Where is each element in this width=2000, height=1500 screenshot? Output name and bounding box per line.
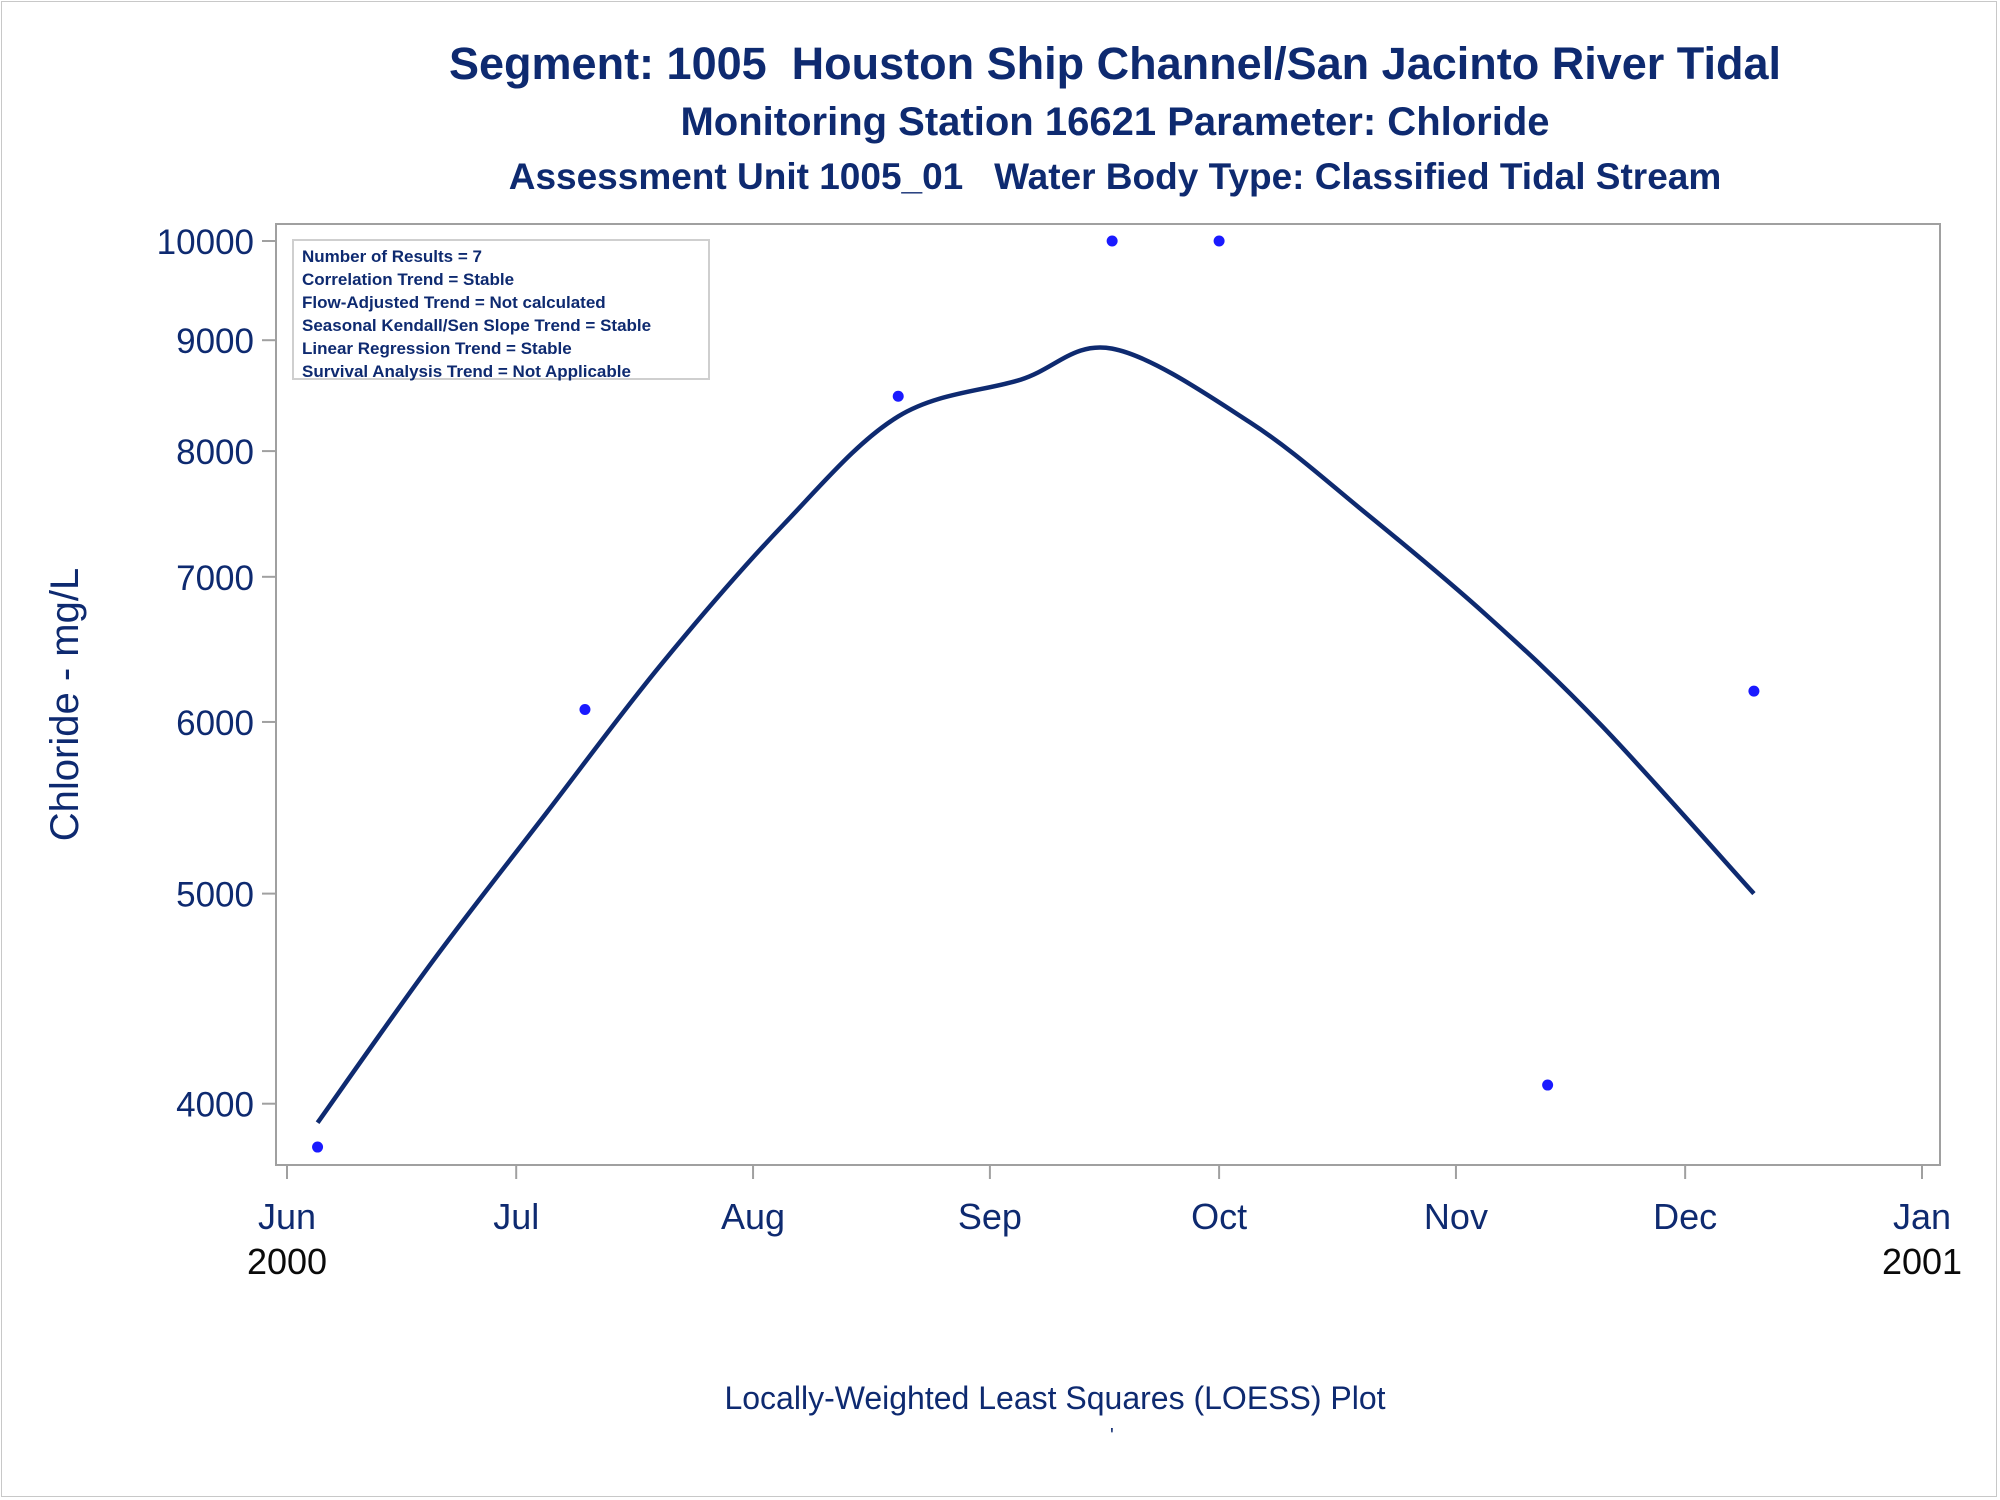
data-point <box>312 1141 324 1153</box>
x-tick-label: Nov <box>1424 1196 1488 1237</box>
stat-survival-analysis-trend: Survival Analysis Trend = Not Applicable <box>302 362 631 381</box>
y-tick-label: 6000 <box>176 704 254 743</box>
stat-correlation-trend: Correlation Trend = Stable <box>302 270 515 289</box>
y-tick-label: 5000 <box>176 876 254 915</box>
y-tick-label: 4000 <box>176 1086 254 1125</box>
y-axis-label: Chloride - mg/L <box>43 568 87 841</box>
stat-linear-regression-trend: Linear Regression Trend = Stable <box>302 339 572 358</box>
chart-title: Segment: 1005 Houston Ship Channel/San J… <box>449 38 1781 89</box>
data-point <box>1542 1079 1554 1091</box>
data-point <box>579 703 591 715</box>
footnote-mark: ' <box>1110 1425 1114 1447</box>
plot-area-frame <box>275 223 1941 1166</box>
x-tick-label: Oct <box>1191 1196 1247 1237</box>
plot-footnote: Locally-Weighted Least Squares (LOESS) P… <box>724 1380 1386 1416</box>
x-tick-label: Jun <box>258 1196 316 1237</box>
data-point <box>1213 235 1225 247</box>
y-tick-label: 10000 <box>157 223 254 262</box>
loess-line <box>315 345 1756 1125</box>
chart-subtitle-2: Assessment Unit 1005_01 Water Body Type:… <box>508 156 1722 197</box>
x-tick-label: Jul <box>493 1196 539 1237</box>
x-tick-label: 2001 <box>1882 1241 1962 1282</box>
stat-seasonal-kendall-trend: Seasonal Kendall/Sen Slope Trend = Stabl… <box>302 316 652 335</box>
stat-number-of-results: Number of Results = 7 <box>302 247 482 266</box>
statistics-box: Number of Results = 7 Correlation Trend … <box>292 239 710 381</box>
y-tick-label: 7000 <box>176 559 254 598</box>
data-point <box>892 390 904 402</box>
x-tick-label: Dec <box>1653 1196 1717 1237</box>
data-point <box>1748 685 1760 697</box>
x-tick-label: Aug <box>721 1196 785 1237</box>
chart-subtitle: Monitoring Station 16621 Parameter: Chlo… <box>680 100 1550 144</box>
data-point <box>1106 235 1118 247</box>
stat-flow-adjusted-trend: Flow-Adjusted Trend = Not calculated <box>302 293 606 312</box>
y-tick-label: 8000 <box>176 433 254 472</box>
y-tick-label: 9000 <box>176 322 254 361</box>
x-tick-label: Sep <box>958 1196 1022 1237</box>
x-tick-label: Jan <box>1893 1196 1951 1237</box>
x-tick-label: 2000 <box>247 1241 327 1282</box>
